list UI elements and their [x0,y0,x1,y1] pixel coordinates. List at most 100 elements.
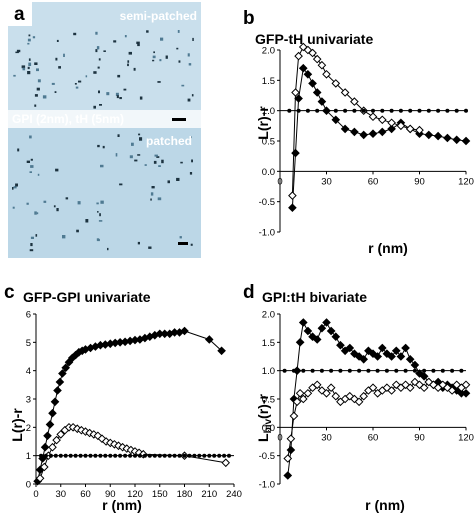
particle [139,96,143,100]
data-point [317,97,327,106]
particle [95,31,98,35]
data-point [286,434,296,444]
y-tick-label: 2.0 [262,310,275,321]
data-point [291,88,300,97]
y-tick-label: 3 [26,395,31,406]
data-point [35,473,45,483]
data-point [187,453,192,458]
data-point [283,471,293,480]
particle [119,183,123,186]
particle [85,219,89,223]
particle [179,236,182,239]
particle [187,98,191,102]
data-point [45,420,55,429]
data-point [371,108,375,113]
data-point [359,130,369,140]
y-tick-label: 1.5 [262,76,275,87]
data-point [167,453,172,458]
data-point [93,431,103,441]
data-point [387,352,396,361]
data-point [368,383,378,393]
particle [37,173,40,176]
particle [137,154,141,156]
y-tick-label: 1.5 [262,338,275,349]
particle [30,165,34,168]
data-point [443,383,452,393]
particle [56,208,59,212]
particle [102,145,105,149]
data-point [387,118,396,128]
particle [97,238,100,242]
data-point [459,368,464,373]
particle [34,104,37,107]
y-tick-label: 0.5 [262,137,275,148]
particle [12,206,15,209]
particle [192,37,194,41]
data-point [377,343,387,353]
series-line [287,320,466,476]
data-point [287,108,292,113]
particle [15,183,18,187]
data-point [152,453,157,458]
data-point [373,352,383,361]
data-point [182,453,187,458]
data-point [347,368,352,373]
series-open-diamond [288,42,424,200]
data-point [177,453,182,458]
data-point [450,368,455,373]
data-point [350,349,359,359]
chart-b: -1.0 -0.5 0.0 0.5 1.0 1.5 2.0 0 30 60 90 120 [259,42,474,239]
data-point [405,383,415,393]
particle [127,60,130,63]
particle [27,38,31,42]
chart-b-xlabel: r (nm) [368,240,408,256]
data-point [350,127,359,137]
particle [55,57,58,61]
particle [100,200,104,204]
particle [152,55,156,59]
particle [128,51,132,55]
data-point [394,368,399,373]
data-point [405,124,415,134]
micrograph-bottom-half [8,128,201,258]
particle [178,60,181,63]
data-point [433,131,443,141]
particle [13,74,16,77]
data-point [338,368,343,373]
data-point [207,453,212,458]
x-tick-label: 90 [414,176,425,187]
series-line [37,330,222,482]
y-tick-label: 6 [26,310,31,321]
data-point [454,108,459,113]
data-point [48,442,57,452]
particle [77,201,81,205]
data-point [384,368,389,373]
data-point [53,453,58,458]
particle-speckles [12,30,194,252]
data-point [103,453,108,458]
data-point [359,391,369,401]
data-point [345,343,355,353]
particle [65,197,69,200]
data-point [52,435,61,445]
data-point [422,368,427,373]
particle [124,35,127,38]
x-tick-label: 120 [127,489,143,500]
particle [133,67,136,71]
particle [98,220,103,222]
particle [119,97,122,100]
particle [43,200,47,203]
particle [148,246,152,249]
particle [159,59,162,62]
particle [30,236,34,239]
data-point [354,397,364,407]
particle [180,161,183,164]
particle [190,243,193,246]
chart-c-ylabel: L(r)-r [9,408,25,442]
particle [12,187,14,190]
data-point [288,203,297,213]
data-point [40,442,50,452]
data-point [83,453,88,458]
series-filled-diamond [283,318,471,480]
data-point [98,453,103,458]
